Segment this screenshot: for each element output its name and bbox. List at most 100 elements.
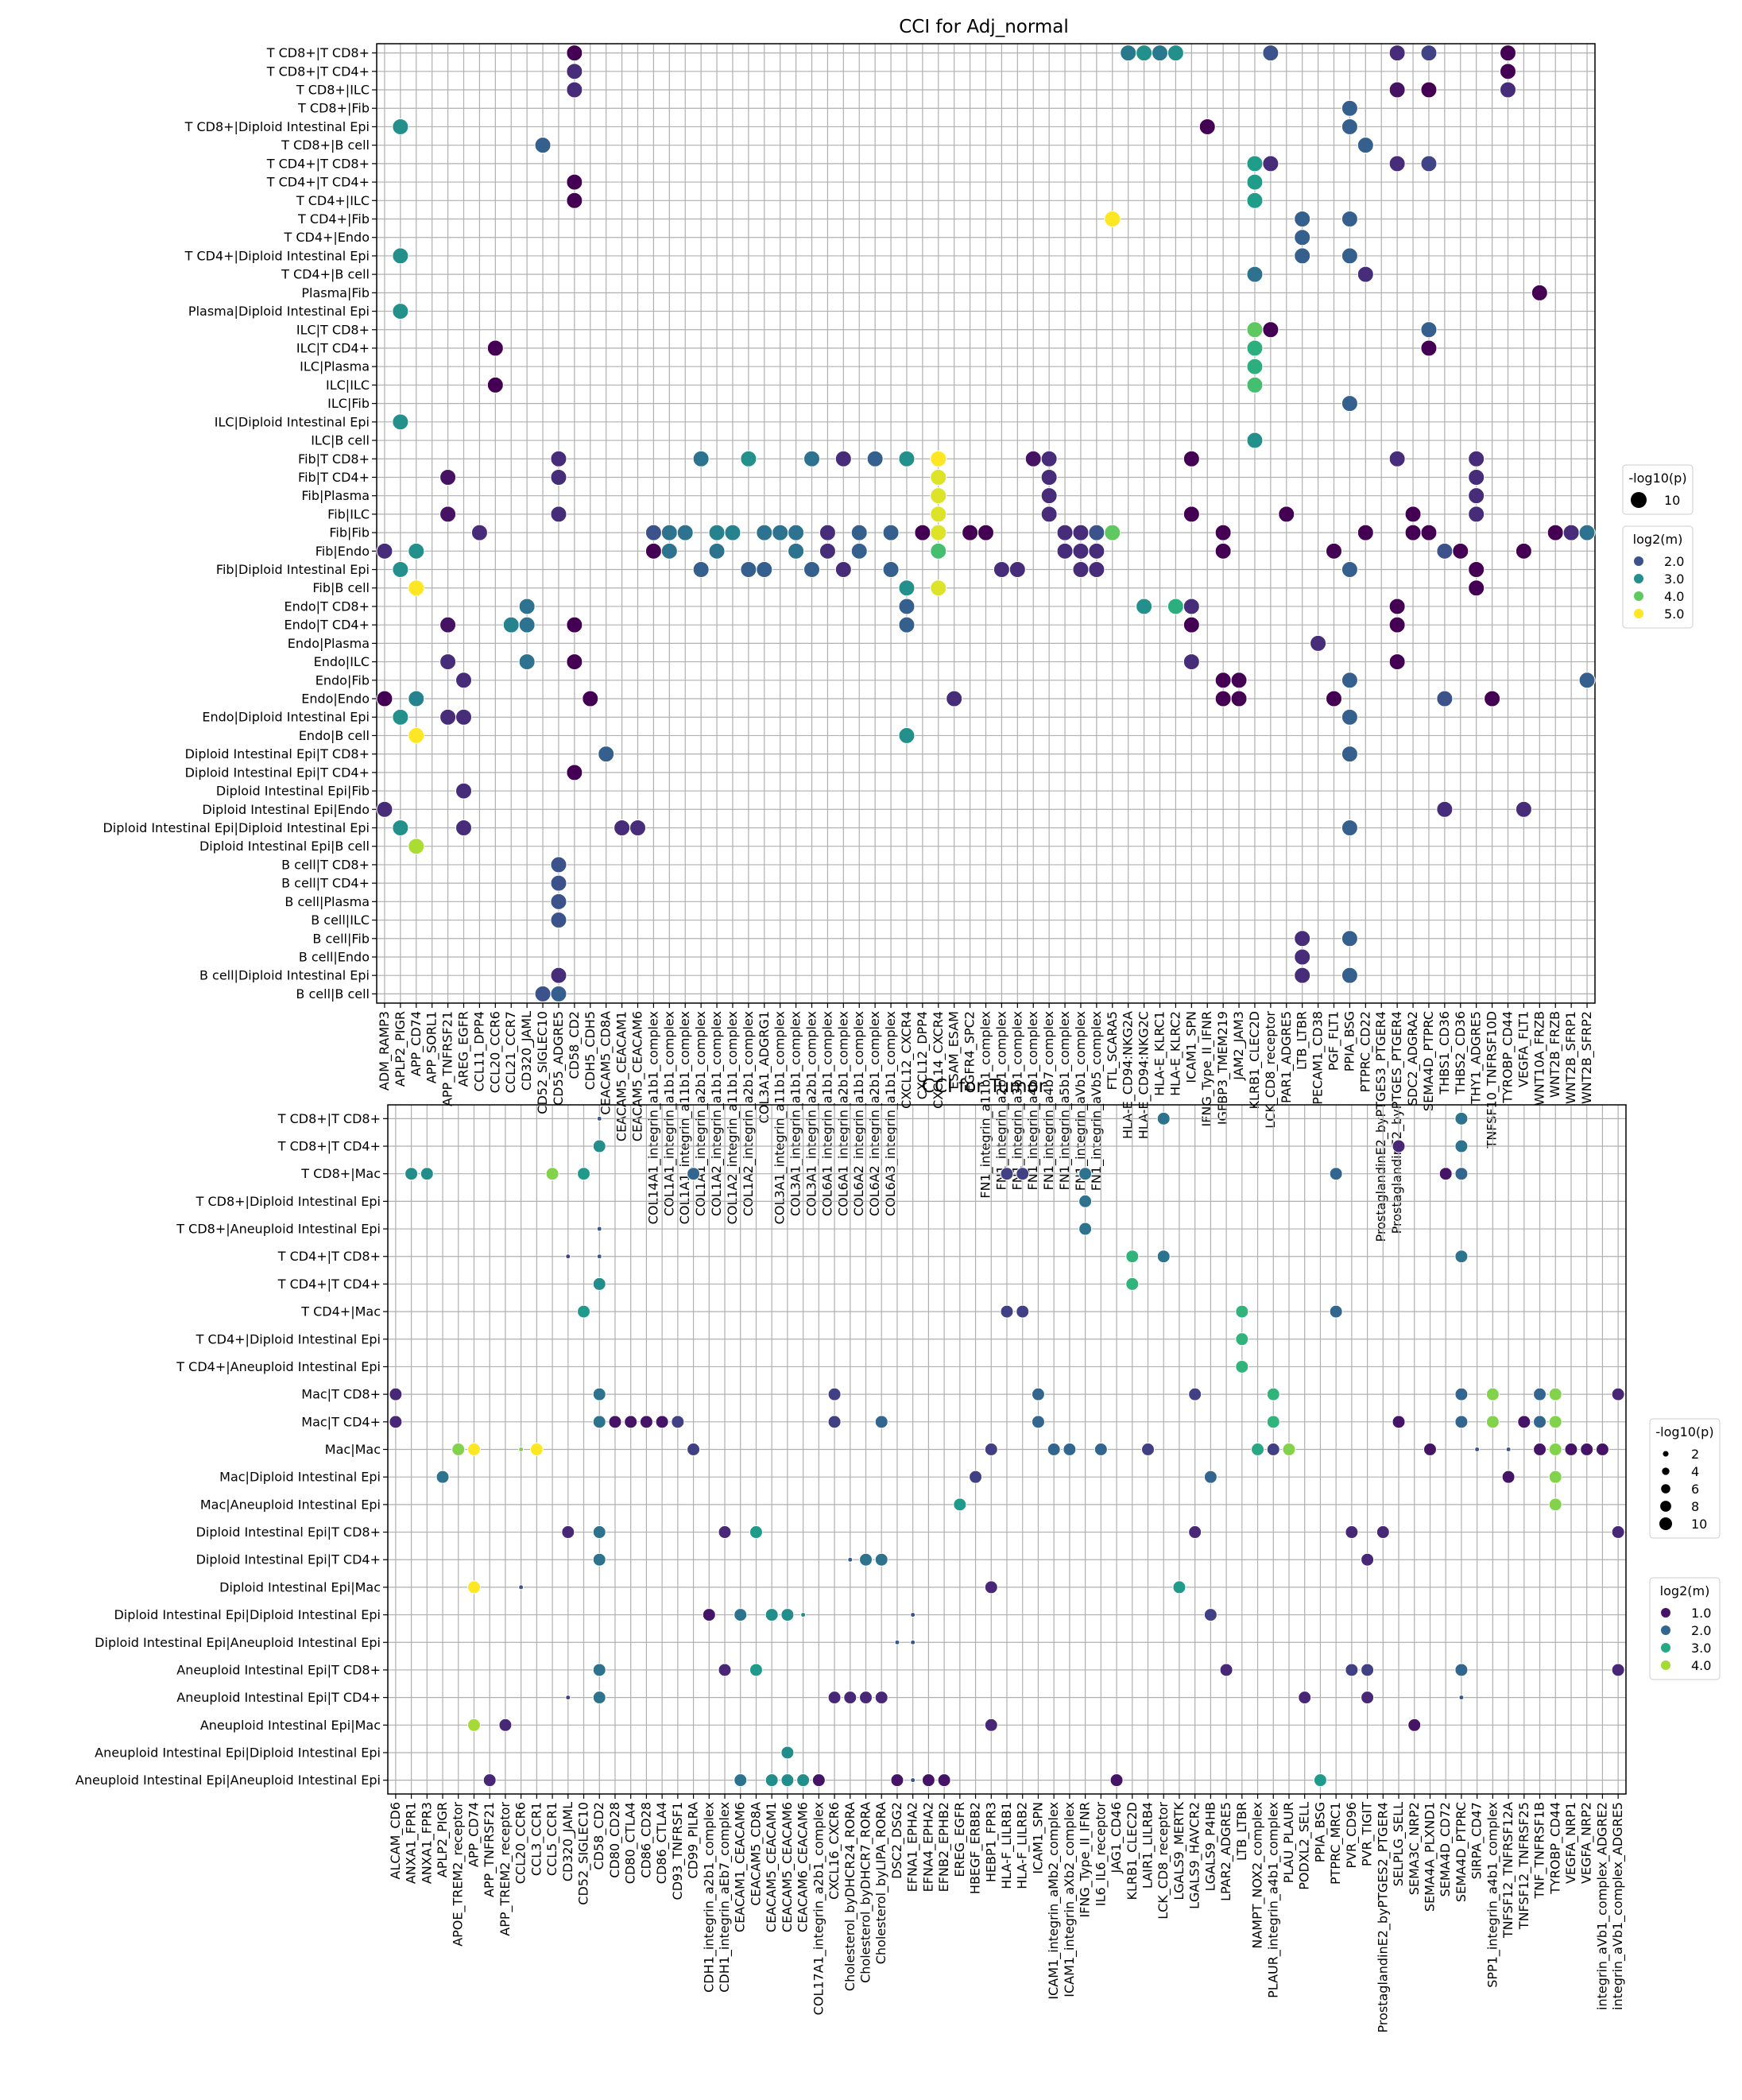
data-point (756, 561, 773, 579)
data-point (930, 450, 947, 467)
data-point (1341, 247, 1358, 265)
x-tick-label: PLAU_PLAUR (1281, 1802, 1297, 1883)
x-tick-label: LGALS9_MERTK (1171, 1801, 1187, 1900)
x-tick-label: ProstaglandinE2_byPTGES_PTGER4 (1389, 1011, 1405, 1234)
x-tick-label: CCL11_DPP4 (471, 1011, 487, 1091)
y-tick-label: T CD4+|Diploid Intestinal Epi (195, 1331, 381, 1346)
data-point (1468, 506, 1485, 523)
data-point (1500, 45, 1516, 62)
data-point (676, 524, 694, 541)
x-tick-label: SIRPA_CD47 (1469, 1802, 1485, 1879)
x-tick-label: ESAM_ESAM (946, 1011, 962, 1090)
data-point (518, 598, 536, 615)
x-tick-label: Cholesterol_byDHCR7_RORA (858, 1802, 874, 1983)
x-tick-label: PTPRC_MRC1 (1328, 1802, 1344, 1885)
points (376, 45, 1596, 1002)
data-point (1246, 192, 1264, 209)
y-tick-label: Fib|Diploid Intestinal Epi (216, 562, 370, 577)
x-tick-label: PTPRC_CD22 (1357, 1011, 1373, 1092)
y-tick-label: T CD8+|Fib (297, 101, 370, 116)
size-legend-marker (1631, 492, 1647, 508)
data-point (1088, 524, 1105, 541)
x-tick-label: KLRB1_CLEC2D (1125, 1802, 1140, 1900)
y-tick-label: T CD8+|Mac (300, 1166, 381, 1181)
x-tick-label: CD86_CD28 (638, 1802, 654, 1878)
chart-adj-normal: CCI for Adj_normal T CD8+|T CD8+ T CD8+|T… (103, 17, 1694, 1242)
data-point (1420, 155, 1438, 172)
data-point (1564, 1443, 1578, 1456)
x-tick-label: HLA-E_CD94:NKG2C (1136, 1011, 1152, 1139)
data-point (1341, 395, 1358, 413)
data-point (561, 1525, 575, 1540)
data-point (592, 1139, 606, 1153)
data-point (1515, 542, 1532, 560)
data-point (1341, 561, 1358, 579)
data-point (930, 524, 947, 541)
data-point (702, 1608, 716, 1622)
x-tick-label: CD320_JAML (560, 1802, 576, 1881)
color-legend-label: 4.0 (1691, 1658, 1711, 1673)
data-point (1000, 1167, 1014, 1181)
data-point (740, 561, 757, 579)
x-tick-label: PODXL2_SELL (1297, 1802, 1313, 1890)
data-point (1246, 173, 1264, 191)
x-tick-label: CEACAM1_CEACAM6 (733, 1802, 749, 1932)
data-point (969, 1470, 983, 1484)
x-tick-label: CEACAM5_CD8A (598, 1011, 614, 1115)
data-point (1329, 1304, 1343, 1319)
x-tick-label: EFNA4_EPHA2 (920, 1802, 936, 1892)
x-tick-label: COL3A1_integrin_a1b1_complex (788, 1011, 804, 1216)
data-point (550, 985, 567, 1002)
x-tick-label: ICAM1_integrin_aMb2_complex (1046, 1802, 1062, 2000)
data-point (1468, 468, 1485, 486)
data-point (984, 1443, 998, 1456)
data-point (780, 1773, 795, 1788)
y-tick-label: ILC|Plasma (300, 359, 370, 374)
y-tick-label: Aneuploid Intestinal Epi|T CD4+ (176, 1690, 381, 1705)
data-point (796, 1773, 811, 1788)
data-point (518, 1447, 525, 1452)
data-point (392, 413, 409, 431)
x-tick-label: VEGFA_NRP1 (1563, 1802, 1579, 1884)
data-point (550, 874, 567, 892)
data-point (577, 1304, 591, 1319)
data-point (687, 1443, 701, 1456)
data-point (910, 1639, 916, 1645)
x-tick-label: KLRB1_CLEC2D (1247, 1011, 1263, 1110)
x-tick-label: COL6A2_integrin_a2b1_complex (867, 1011, 883, 1216)
x-tick-label: VEGFA_FLT1 (1516, 1011, 1531, 1087)
data-point (392, 561, 409, 579)
x-tick-label: IGFBP3_TMEM219 (1215, 1011, 1231, 1125)
x-tick-label: CD52_SIGLEC10 (576, 1802, 592, 1905)
data-point (1246, 339, 1264, 357)
data-point (1357, 265, 1374, 283)
data-point (756, 524, 773, 541)
x-tick-label: HLA-F_LILRB2 (1015, 1802, 1031, 1889)
x-tick-label: FN1_integrin_a5b1_complex (1057, 1011, 1073, 1191)
x-tick-label: LAIR1_LILRB4 (1140, 1802, 1156, 1889)
x-tick-label: EFNA1_EPHA2 (905, 1802, 921, 1892)
x-tick-label: TYROBP_CD44 (1500, 1011, 1516, 1104)
data-point (1246, 321, 1264, 339)
data-point (1235, 1359, 1249, 1374)
size-legend-label: 2 (1691, 1447, 1699, 1462)
data-point (788, 542, 805, 560)
x-tick-label: JAG1_CD46 (1109, 1802, 1125, 1874)
data-point (1388, 653, 1406, 671)
data-point (1188, 1525, 1202, 1540)
data-point (518, 653, 536, 671)
x-tick-label: CEACAM5_CEACAM6 (780, 1802, 796, 1932)
data-point (1580, 1443, 1594, 1456)
x-tick-label: COL6A3_integrin_a1b1_complex (883, 1011, 899, 1216)
x-tick-label: CDH1_integrin_aEb7_complex (717, 1802, 733, 1993)
x-tick-label: APLP2_PIGR (435, 1802, 451, 1877)
x-tick-label: SEMA4D_CD72 (1438, 1802, 1454, 1897)
y-tick-label: T CD8+|Diploid Intestinal Epi (184, 119, 370, 134)
data-point (1548, 1387, 1562, 1401)
y-tick-label: Fib|Fib (329, 525, 370, 540)
data-point (466, 1443, 481, 1456)
data-point (518, 1584, 525, 1590)
data-point (1407, 1718, 1422, 1732)
points (389, 1111, 1625, 1788)
data-point (1298, 1691, 1312, 1705)
